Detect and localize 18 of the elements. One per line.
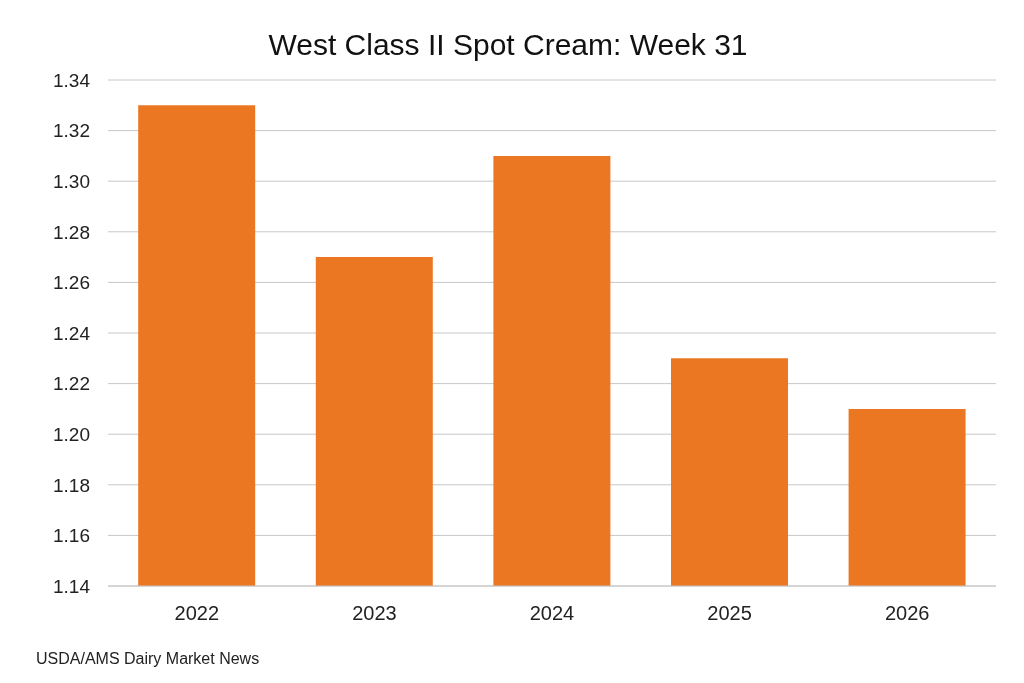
chart-title: West Class II Spot Cream: Week 31 <box>267 28 749 62</box>
text: USDA/AMS Dairy Market News <box>36 650 260 668</box>
y-tick-label: 1.20 <box>53 423 90 445</box>
y-tick-label: 1.18 <box>53 474 90 496</box>
y-tick-label: 1.34 <box>53 69 91 91</box>
y-tick-label: 1.24 <box>53 322 91 344</box>
x-tick-label: 2024 <box>529 602 575 625</box>
x-tick-label: 2023 <box>352 602 397 625</box>
x-tick-label: 2025 <box>707 602 752 625</box>
x-tick-label: 2026 <box>884 602 930 625</box>
y-tick-label: 1.28 <box>53 221 90 243</box>
x-tick-label: 2022 <box>174 602 220 625</box>
y-tick-label: 1.14 <box>53 575 91 597</box>
y-tick-label: 1.32 <box>53 120 90 142</box>
y-tick-label: 1.30 <box>53 170 90 192</box>
y-tick-label: 1.26 <box>53 272 90 294</box>
y-tick-label: 1.22 <box>53 373 90 395</box>
y-tick-label: 1.16 <box>53 525 90 547</box>
